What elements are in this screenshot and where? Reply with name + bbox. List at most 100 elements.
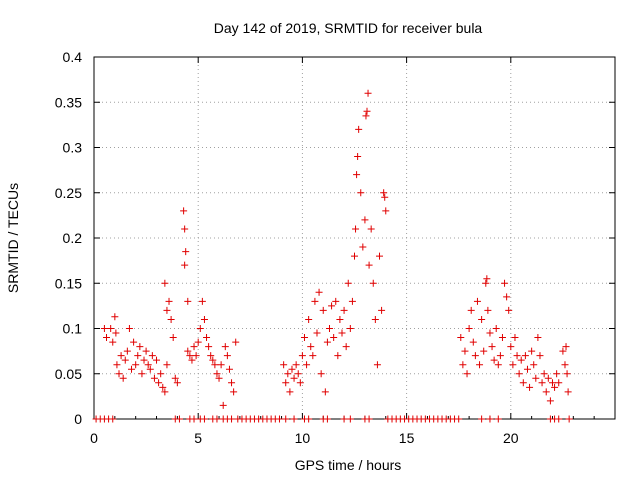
data-point — [496, 352, 504, 360]
data-point — [225, 365, 233, 373]
data-point — [319, 306, 327, 314]
data-point — [311, 297, 319, 305]
data-point — [159, 383, 167, 391]
data-point — [300, 334, 308, 342]
data-point — [173, 379, 181, 387]
data-point — [215, 374, 223, 382]
x-tick-labels: 0 5 10 15 20 — [90, 430, 519, 446]
data-point — [511, 334, 519, 342]
data-point — [205, 343, 213, 351]
data-point — [503, 293, 511, 301]
data-point — [484, 306, 492, 314]
data-point — [351, 252, 358, 260]
y-tick-label: 0.4 — [63, 49, 83, 65]
y-tick-labels: 0 0.05 0.1 0.15 0.2 0.25 0.3 0.35 0.4 — [55, 49, 82, 427]
data-point — [296, 379, 304, 387]
data-point — [544, 374, 552, 382]
data-point — [346, 415, 354, 423]
data-point — [203, 334, 211, 342]
data-point — [455, 415, 463, 423]
data-point — [284, 370, 292, 378]
x-tick-label: 15 — [399, 430, 415, 446]
data-point — [213, 370, 221, 378]
data-point — [153, 356, 161, 364]
data-point — [211, 361, 219, 369]
data-point — [563, 370, 571, 378]
data-point — [357, 189, 365, 197]
data-point — [130, 338, 138, 346]
data-point — [352, 225, 360, 233]
data-point — [163, 306, 171, 314]
data-point — [353, 171, 361, 179]
data-point — [217, 361, 225, 369]
y-axis-label: SRMTID / TECUs — [5, 183, 21, 293]
y-tick-label: 0.15 — [55, 275, 82, 291]
data-point — [123, 347, 131, 355]
data-point — [367, 225, 375, 233]
data-point — [194, 338, 202, 346]
data-point — [486, 329, 494, 337]
data-point — [209, 356, 217, 364]
data-point — [190, 343, 198, 351]
data-point — [288, 365, 296, 373]
data-point — [142, 347, 150, 355]
data-point — [338, 329, 346, 337]
data-point — [492, 325, 500, 332]
data-point — [286, 388, 294, 396]
data-point — [121, 356, 129, 364]
x-axis-label: GPS time / hours — [295, 457, 402, 473]
data-point — [165, 297, 173, 305]
data-point — [328, 302, 336, 310]
data-point — [562, 343, 570, 351]
x-tick-label: 5 — [194, 430, 202, 446]
data-point — [305, 315, 313, 323]
data-point — [478, 415, 486, 423]
data-point — [536, 352, 544, 360]
data-point — [540, 370, 548, 378]
data-point — [340, 415, 348, 423]
data-point — [305, 415, 313, 423]
data-point — [192, 352, 200, 360]
data-point — [282, 415, 290, 423]
data-point — [469, 338, 477, 346]
data-point — [186, 352, 194, 360]
data-point — [332, 297, 340, 305]
data-point — [482, 279, 490, 287]
data-point — [348, 297, 356, 305]
data-point — [182, 248, 190, 256]
data-point — [459, 361, 467, 369]
data-point — [181, 225, 189, 233]
data-point — [109, 338, 117, 346]
y-tick-label: 0.25 — [55, 185, 82, 201]
data-point — [467, 306, 475, 314]
data-point — [309, 352, 317, 360]
data-point — [330, 334, 338, 342]
data-point — [346, 325, 354, 332]
data-point — [155, 379, 163, 387]
data-point — [184, 297, 192, 305]
data-point — [196, 325, 204, 332]
data-point — [546, 397, 554, 405]
data-point — [478, 315, 486, 323]
data-point — [505, 306, 513, 314]
data-point — [148, 352, 156, 360]
data-point — [465, 325, 473, 332]
chart-title: Day 142 of 2019, SRMTID for receiver bul… — [214, 20, 483, 36]
data-point — [125, 325, 133, 332]
data-point — [369, 279, 377, 287]
data-point — [292, 361, 300, 369]
data-point — [555, 379, 563, 387]
data-point — [490, 356, 498, 364]
data-point — [371, 315, 379, 323]
data-point — [180, 207, 188, 215]
data-point — [280, 361, 288, 369]
data-point — [207, 352, 215, 360]
data-point — [115, 370, 123, 378]
data-point — [355, 125, 363, 133]
data-point — [373, 361, 381, 369]
data-point — [321, 388, 329, 396]
data-point — [551, 383, 559, 391]
data-point — [553, 370, 561, 378]
data-point — [221, 343, 229, 351]
